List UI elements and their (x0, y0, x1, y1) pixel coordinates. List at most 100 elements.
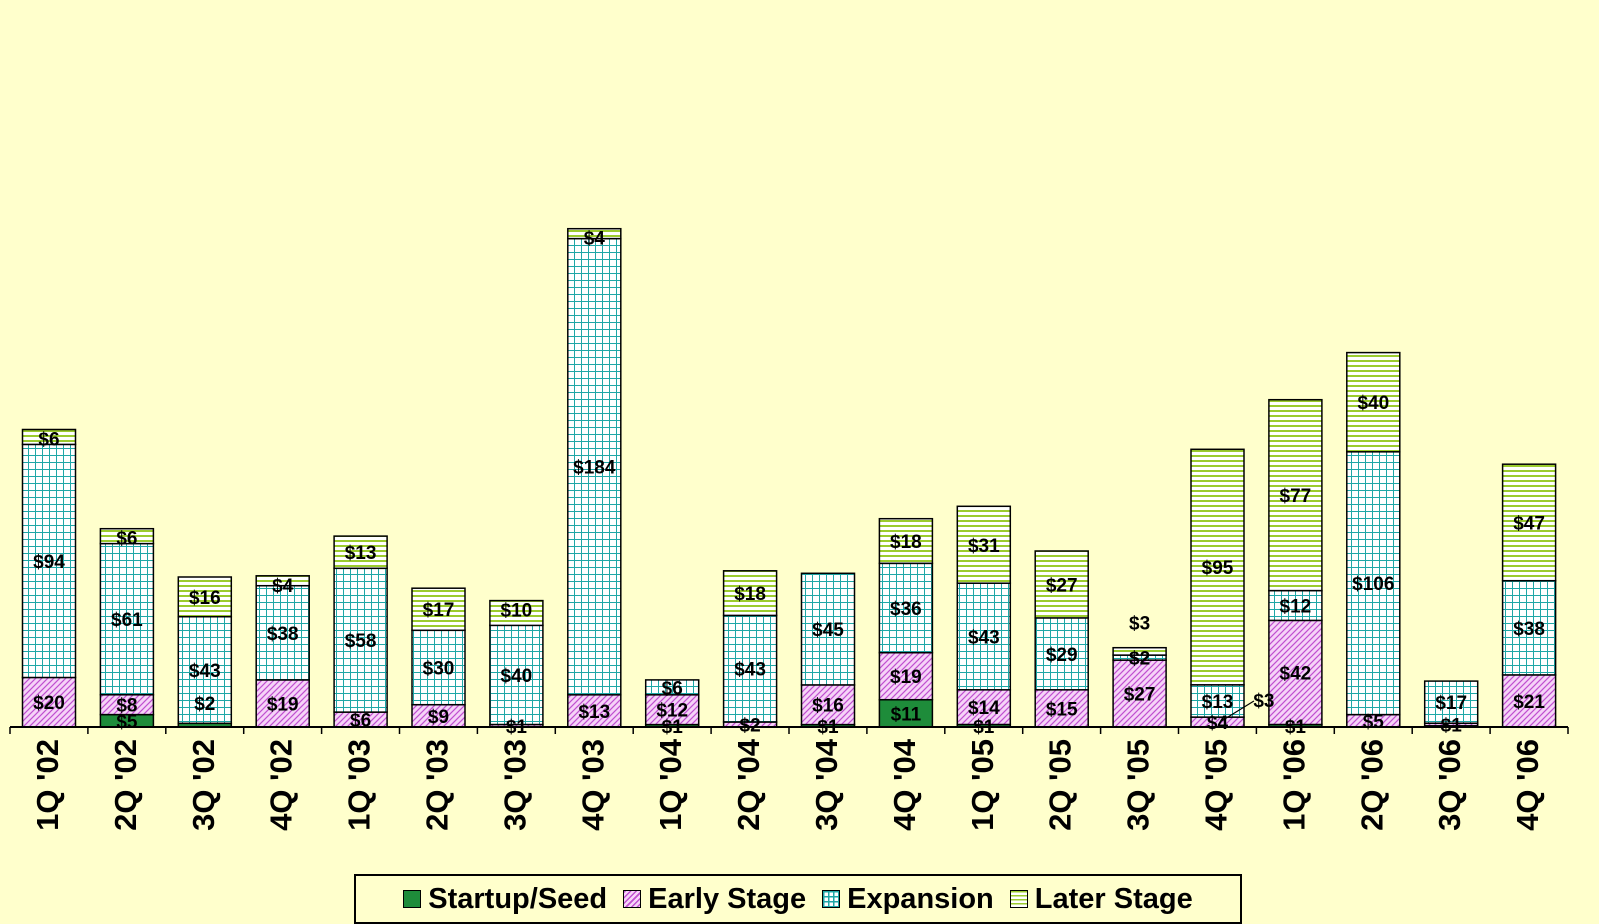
data-label-expansion-4: $58 (345, 631, 377, 652)
data-label-extra-15: $3 (1253, 691, 1274, 712)
x-tick-label-2q-06: 2Q '06 (1354, 739, 1389, 831)
data-label-expansion-1: $61 (111, 610, 143, 631)
data-label-later-stage-6: $10 (501, 601, 533, 622)
data-label-expansion-14: $2 (1129, 649, 1150, 670)
callout-leader-line (1221, 700, 1255, 722)
bar-segment-early-stage-0 (21, 676, 77, 728)
bar-segment-early-stage-8 (644, 694, 700, 726)
legend-item-expansion: Expansion (822, 883, 994, 916)
bar-segment-later-stage-11 (878, 517, 934, 565)
data-label-early-stage-13: $15 (1046, 699, 1078, 720)
data-label-early-stage-4: $6 (350, 711, 371, 732)
data-label-early-stage-17: $5 (1363, 712, 1385, 733)
data-label-later-stage-9: $18 (734, 584, 766, 605)
data-label-expansion-5: $30 (423, 659, 455, 680)
bar-segment-later-stage-9 (722, 570, 778, 617)
data-label-later-stage-1: $6 (116, 529, 137, 550)
chart-canvas: $5 $1 $1$11$1 $1$20 $8 $19$6 $9 $1$13 $12$2$16$1… (9, 227, 1569, 831)
data-label-expansion-7: $184 (573, 458, 616, 479)
bar-segment-later-stage-19 (1501, 463, 1557, 582)
x-tick-label-3q-03: 3Q '03 (497, 739, 532, 831)
data-label-later-stage-11: $18 (890, 532, 922, 553)
bar-segment-expansion-9 (722, 614, 778, 723)
chart-legend: Startup/Seed Early Stage Expansion Later… (354, 874, 1242, 924)
bar-segment-expansion-8 (644, 679, 700, 696)
x-tick-label-1q-05: 1Q '05 (965, 739, 1000, 831)
legend-label-startup-seed: Startup/Seed (428, 882, 608, 915)
x-tick-label-4q-04: 4Q '04 (887, 738, 922, 831)
x-tick-label-1q-06: 1Q '06 (1276, 739, 1311, 831)
bar-segment-later-stage-1 (99, 527, 155, 545)
data-label-expansion-0: $94 (33, 552, 65, 573)
data-label-early-stage-19: $21 (1513, 692, 1545, 713)
data-label-expansion-6: $40 (501, 666, 533, 687)
x-tick-label-3q-04: 3Q '04 (809, 738, 844, 831)
data-label-early-stage-12: $14 (968, 698, 1000, 719)
bar-segment-later-stage-7 (567, 227, 622, 240)
data-label-later-stage-4: $13 (345, 543, 377, 564)
x-tick-label-2q-05: 2Q '05 (1043, 739, 1078, 831)
data-label-later-stage-17: $40 (1357, 393, 1389, 414)
data-label-later-stage-12: $31 (968, 536, 1000, 557)
bar-segment-expansion-11 (878, 562, 934, 654)
bar-segment-early-stage-11 (878, 651, 934, 701)
data-label-later-stage-16: $77 (1280, 486, 1312, 507)
data-label-early-stage-1: $8 (116, 696, 137, 717)
x-tick-label-4q-03: 4Q '03 (575, 739, 610, 831)
data-label-early-stage-16: $42 (1280, 664, 1312, 685)
legend-swatch-later-stage (1009, 890, 1028, 908)
bar-segment-later-stage-4 (333, 535, 388, 570)
bar-segment-later-stage-17 (1346, 351, 1401, 453)
data-label-early-stage-14: $27 (1124, 685, 1156, 706)
bar-segment-later-stage-16 (1268, 398, 1323, 592)
data-label-early-stage-15: $4 (1207, 713, 1229, 734)
data-label-expansion-13: $29 (1046, 645, 1078, 666)
data-label-early-stage-8: $12 (656, 701, 688, 722)
x-tick-label-1q-02: 1Q '02 (30, 739, 65, 831)
bar-segment-expansion-4 (333, 567, 388, 713)
x-tick-label-3q-06: 3Q '06 (1432, 739, 1467, 831)
x-tick-label-4q-02: 4Q '02 (264, 739, 299, 831)
bar-segment-early-stage-16 (1268, 619, 1323, 726)
data-label-expansion-18: $17 (1435, 693, 1467, 714)
x-tick-label-4q-06: 4Q '06 (1510, 739, 1545, 831)
bar-segment-later-stage-0 (21, 428, 77, 446)
data-label-expansion-10: $45 (812, 620, 844, 641)
data-label-expansion-11: $36 (890, 599, 922, 620)
data-label-later-stage-19: $47 (1513, 514, 1545, 535)
x-tick-label-3q-05: 3Q '05 (1121, 739, 1156, 831)
x-tick-label-2q-02: 2Q '02 (108, 739, 143, 831)
legend-label-expansion: Expansion (847, 882, 994, 915)
data-label-expansion-3: $38 (267, 624, 299, 645)
data-label-later-stage-14: $3 (1129, 614, 1150, 635)
data-label-later-stage-3: $4 (272, 576, 294, 597)
data-label-later-stage-13: $27 (1046, 575, 1078, 596)
x-tick-label-3q-02: 3Q '02 (186, 739, 221, 831)
bar-segment-expansion-17 (1346, 451, 1401, 716)
bar-segment-later-stage-12 (956, 505, 1012, 584)
bar-segment-later-stage-5 (411, 587, 466, 632)
x-tick-label-2q-04: 2Q '04 (731, 738, 766, 831)
data-label-early-stage-0: $20 (33, 693, 65, 714)
data-label-early-stage-11: $19 (890, 667, 922, 688)
bar-segment-expansion-10 (800, 572, 856, 686)
legend-item-startup-seed: Startup/Seed (403, 883, 607, 916)
bar-segment-later-stage-15 (1190, 448, 1245, 686)
data-label-expansion-8: $6 (662, 678, 683, 699)
legend-label-early-stage: Early Stage (648, 882, 807, 915)
data-label-later-stage-5: $17 (423, 600, 455, 621)
x-tick-label-1q-04: 1Q '04 (653, 738, 688, 831)
data-label-later-stage-2: $16 (189, 588, 221, 609)
data-label-expansion-17: $106 (1352, 574, 1394, 595)
bar-segment-expansion-0 (21, 443, 77, 679)
bar-segment-later-stage-6 (489, 599, 544, 627)
bar-segment-expansion-18 (1423, 680, 1479, 724)
data-label-extra-2: $2 (194, 694, 215, 715)
data-label-later-stage-7: $4 (584, 229, 606, 250)
data-label-expansion-19: $38 (1513, 619, 1545, 640)
data-label-startup-seed-11: $11 (891, 704, 922, 725)
legend-item-early-stage: Early Stage (623, 883, 806, 916)
data-label-early-stage-5: $9 (428, 707, 449, 728)
legend-item-later-stage: Later Stage (1009, 883, 1193, 916)
bar-segment-early-stage-13 (1034, 689, 1089, 728)
